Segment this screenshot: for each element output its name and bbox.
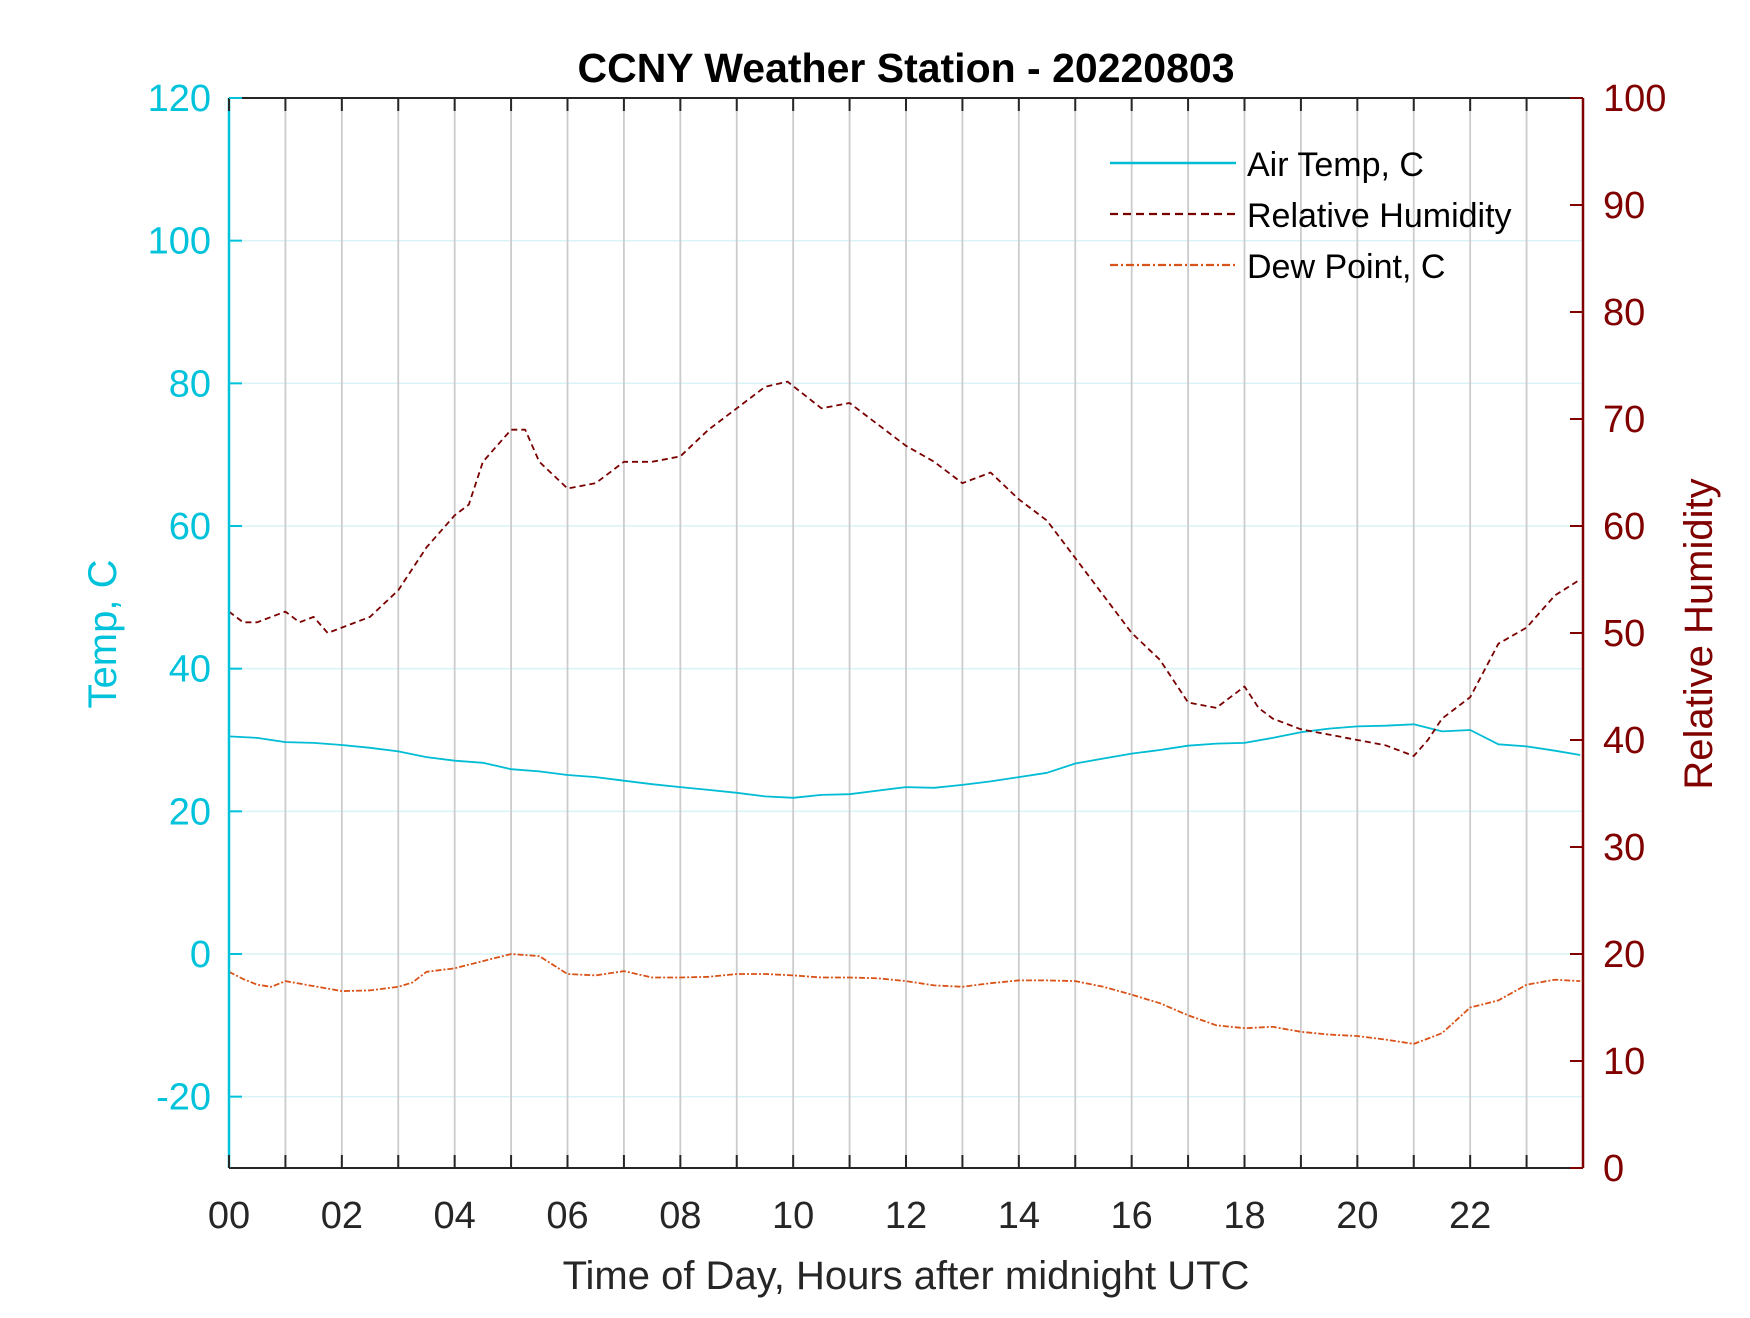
x-tick-label: 18 bbox=[1223, 1195, 1265, 1237]
legend-label-air-temp: Air Temp, C bbox=[1247, 146, 1424, 184]
legend: Air Temp, C Relative Humidity Dew Point,… bbox=[1110, 146, 1512, 286]
legend-label-humidity: Relative Humidity bbox=[1247, 197, 1512, 235]
x-tick-label: 20 bbox=[1336, 1195, 1378, 1237]
y-axis-left-label: Temp, C bbox=[81, 560, 125, 709]
grid-layer bbox=[229, 97, 1583, 1168]
y-left-tick-label: 20 bbox=[169, 791, 211, 833]
y-right-tick-label: 20 bbox=[1603, 934, 1645, 976]
dew-point-line bbox=[228, 953, 1581, 1045]
y-left-tick-label: 0 bbox=[190, 934, 211, 976]
y-left-tick-label: -20 bbox=[156, 1077, 211, 1119]
y-left-tick-label: 100 bbox=[148, 221, 211, 263]
y-right-tick-label: 70 bbox=[1603, 399, 1645, 441]
y-right-tick-label: 100 bbox=[1603, 78, 1666, 120]
x-tick-label: 08 bbox=[659, 1195, 701, 1237]
x-tick-label: 02 bbox=[321, 1195, 363, 1237]
y-right-tick-label: 80 bbox=[1603, 292, 1645, 334]
x-axis-label: Time of Day, Hours after midnight UTC bbox=[563, 1254, 1250, 1298]
y-left-tick-label: 120 bbox=[148, 78, 211, 120]
x-tick-label: 00 bbox=[208, 1195, 250, 1237]
y-left-tick-label: 80 bbox=[169, 363, 211, 405]
legend-label-dew-point: Dew Point, C bbox=[1247, 248, 1445, 286]
x-tick-label: 10 bbox=[772, 1195, 814, 1237]
y-right-tick-label: 90 bbox=[1603, 185, 1645, 227]
y-right-tick-label: 50 bbox=[1603, 613, 1645, 655]
y-right-tick-label: 40 bbox=[1603, 720, 1645, 762]
air-temp-line bbox=[228, 723, 1581, 799]
y-right-tick-label: 60 bbox=[1603, 506, 1645, 548]
y-right-tick-label: 30 bbox=[1603, 827, 1645, 869]
chart-title: CCNY Weather Station - 20220803 bbox=[577, 45, 1234, 91]
x-tick-label: 16 bbox=[1111, 1195, 1153, 1237]
x-tick-label: 22 bbox=[1449, 1195, 1491, 1237]
series-layer bbox=[228, 380, 1581, 1045]
x-tick-label: 04 bbox=[434, 1195, 476, 1237]
y-right-tick-label: 0 bbox=[1603, 1148, 1624, 1190]
axis-layer: 00 02 04 06 08 10 12 14 16 18 20 22-200204060801001… bbox=[148, 78, 1667, 1237]
y-left-tick-label: 40 bbox=[169, 649, 211, 691]
y-right-tick-label: 10 bbox=[1603, 1041, 1645, 1083]
x-tick-label: 14 bbox=[998, 1195, 1040, 1237]
humidity-line bbox=[228, 380, 1581, 757]
x-tick-label: 06 bbox=[546, 1195, 588, 1237]
y-left-tick-label: 60 bbox=[169, 506, 211, 548]
y-axis-right-label: Relative Humidity bbox=[1677, 478, 1721, 789]
x-tick-label: 12 bbox=[885, 1195, 927, 1237]
